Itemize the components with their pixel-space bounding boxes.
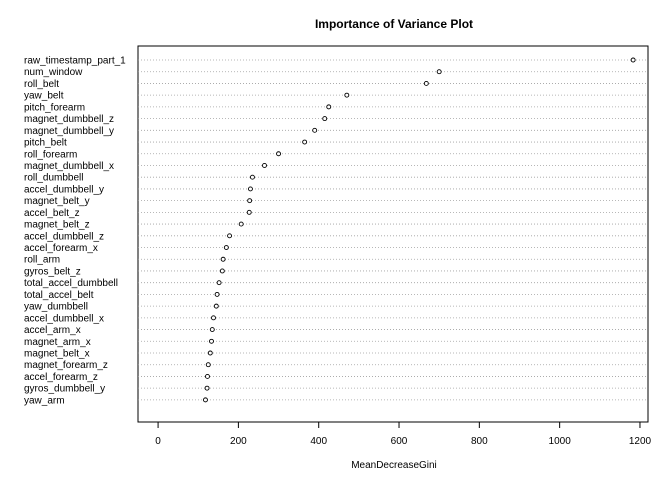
data-point xyxy=(247,198,253,204)
data-point xyxy=(219,268,225,274)
data-point xyxy=(216,280,222,286)
x-tick-label: 400 xyxy=(310,436,327,447)
data-point xyxy=(205,373,210,379)
data-point xyxy=(203,397,208,403)
category-label: roll_dumbbell xyxy=(24,173,83,184)
category-label: magnet_belt_z xyxy=(24,220,90,231)
category-label: magnet_dumbbell_z xyxy=(24,114,114,125)
category-label: gyros_belt_z xyxy=(24,266,81,277)
data-point xyxy=(247,186,253,192)
data-point xyxy=(205,362,211,368)
category-label: magnet_arm_x xyxy=(24,337,91,348)
x-tick-label: 1000 xyxy=(549,436,572,447)
category-label: yaw_dumbbell xyxy=(24,302,88,313)
category-label: accel_belt_z xyxy=(24,208,80,219)
data-point xyxy=(246,209,252,215)
category-label: magnet_belt_y xyxy=(24,196,90,207)
chart-title: Importance of Variance Plot xyxy=(315,17,473,31)
data-points xyxy=(203,57,636,403)
data-point xyxy=(344,92,350,98)
x-tick-label: 800 xyxy=(471,436,488,447)
data-point xyxy=(209,327,215,333)
data-point xyxy=(249,174,255,180)
data-point xyxy=(227,233,233,239)
x-axis: 0 200 400 600 800 1000 1200 xyxy=(155,422,652,447)
data-point xyxy=(276,151,282,157)
category-label: accel_dumbbell_z xyxy=(24,231,104,242)
data-point xyxy=(302,139,308,145)
category-label: accel_arm_x xyxy=(24,325,81,336)
category-label: raw_timestamp_part_1 xyxy=(24,56,126,67)
data-point xyxy=(423,80,429,86)
category-label: accel_dumbbell_x xyxy=(24,313,104,324)
category-label: roll_belt xyxy=(24,79,59,90)
x-tick-label: 600 xyxy=(391,436,408,447)
category-label: gyros_dumbbell_y xyxy=(24,384,105,395)
category-label: accel_forearm_x xyxy=(24,243,98,254)
data-point xyxy=(204,385,210,391)
data-point xyxy=(209,338,214,344)
category-label: magnet_belt_x xyxy=(24,349,90,360)
category-label: accel_dumbbell_y xyxy=(24,184,104,195)
category-label: magnet_forearm_z xyxy=(24,360,108,371)
data-point xyxy=(322,116,328,122)
category-label: roll_arm xyxy=(24,255,60,266)
category-label: yaw_arm xyxy=(24,395,65,406)
x-tick-label: 1200 xyxy=(629,436,652,447)
x-axis-label: MeanDecreaseGini xyxy=(351,460,437,471)
data-point xyxy=(436,69,442,75)
data-point xyxy=(238,221,244,227)
category-label: roll_forearm xyxy=(24,149,77,160)
data-point xyxy=(223,245,229,250)
category-label: total_accel_belt xyxy=(24,290,94,301)
data-point xyxy=(262,163,267,168)
data-point xyxy=(207,350,213,356)
data-point xyxy=(211,315,216,321)
data-point xyxy=(312,127,318,133)
category-label: num_window xyxy=(24,67,83,78)
category-label: pitch_forearm xyxy=(24,102,85,113)
x-tick-label: 0 xyxy=(155,436,161,447)
data-point xyxy=(214,291,220,297)
category-label: pitch_belt xyxy=(24,138,67,149)
plot-frame xyxy=(137,45,649,423)
category-label: accel_forearm_z xyxy=(24,372,98,383)
category-label: magnet_dumbbell_y xyxy=(24,126,114,137)
data-point xyxy=(630,57,636,63)
data-point xyxy=(213,303,219,309)
category-label: yaw_belt xyxy=(24,91,64,102)
category-label: magnet_dumbbell_x xyxy=(24,161,114,172)
category-labels: raw_timestamp_part_1num_windowroll_belty… xyxy=(24,56,126,407)
guide-lines xyxy=(138,59,648,401)
x-tick-label: 200 xyxy=(230,436,247,447)
data-point xyxy=(326,104,332,110)
category-label: total_accel_dumbbell xyxy=(24,278,118,289)
data-point xyxy=(220,256,226,262)
